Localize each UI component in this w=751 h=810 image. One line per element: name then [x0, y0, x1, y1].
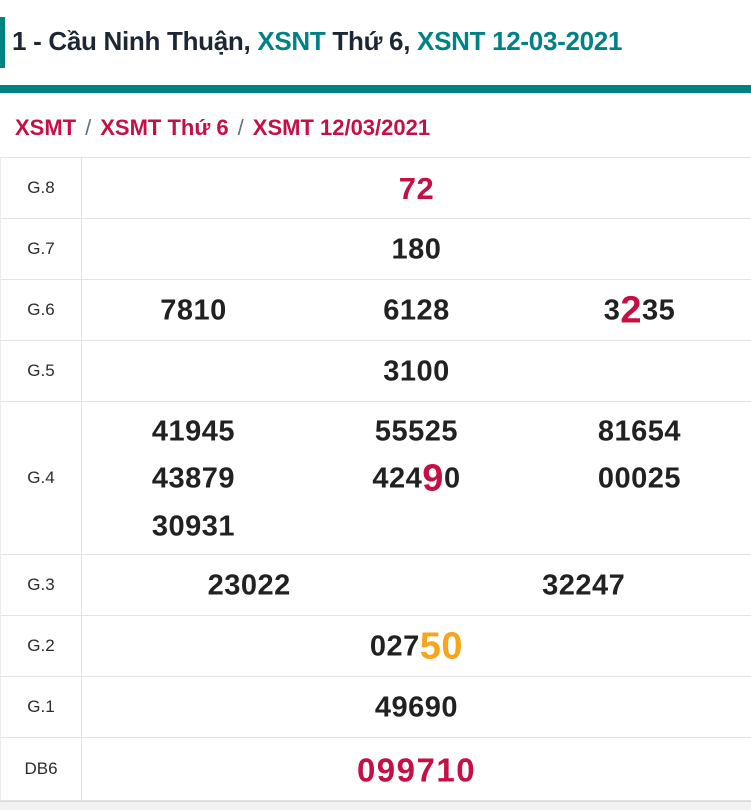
title-link[interactable]: XSNT	[257, 26, 325, 56]
prize-line: 02750	[82, 622, 751, 669]
prize-row-label: DB6	[1, 738, 82, 800]
prize-row-label: G.7	[1, 219, 82, 279]
prize-number: 180	[82, 225, 751, 272]
prize-row-g1: G.1 49690	[1, 677, 751, 738]
page-title: 1 - Cầu Ninh Thuận, XSNT Thứ 6, XSNT 12-…	[0, 17, 751, 67]
digits: 7810	[160, 295, 227, 327]
digits: 55525	[375, 415, 458, 447]
prize-number: 32247	[417, 561, 751, 608]
bottom-strip	[0, 801, 751, 810]
prize-row-content: 7810 6128 3235	[82, 280, 751, 340]
digits: 6128	[383, 295, 450, 327]
prize-number: 7810	[82, 286, 305, 333]
prize-number: 72	[82, 164, 751, 212]
prize-number: 41945	[82, 407, 305, 454]
prize-row-label: G.1	[1, 677, 82, 737]
prize-row-label: G.4	[1, 402, 82, 554]
breadcrumb-item[interactable]: XSMT	[15, 115, 76, 140]
prize-number: 3100	[82, 347, 751, 394]
prize-number: 43879	[82, 454, 305, 501]
digits: 23022	[208, 570, 291, 602]
breadcrumb-item[interactable]: XSMT Thứ 6	[100, 115, 228, 140]
digits: 30931	[152, 510, 235, 542]
prize-row-content: 49690	[82, 677, 751, 737]
prize-row-label: G.5	[1, 341, 82, 401]
breadcrumb-item[interactable]: XSMT 12/03/2021	[253, 115, 430, 140]
digits: 41945	[152, 415, 235, 447]
prize-row-g6: G.6 7810 6128 3235	[1, 280, 751, 341]
prize-line: 49690	[82, 683, 751, 730]
prize-row-content: 180	[82, 219, 751, 279]
prize-row-content: 23022 32247	[82, 555, 751, 615]
digits: 424	[372, 463, 422, 495]
prize-number: 6128	[305, 286, 528, 333]
digits: 81654	[598, 415, 681, 447]
title-link[interactable]: XSNT 12-03-2021	[417, 26, 622, 56]
digits: 49690	[375, 692, 458, 724]
prize-row-label: G.3	[1, 555, 82, 615]
prize-number: 00025	[528, 454, 751, 501]
digits: 0	[444, 463, 461, 495]
prize-number: 30931	[82, 502, 305, 549]
highlighted-digits: 50	[420, 626, 463, 668]
prize-number: 02750	[82, 622, 751, 669]
breadcrumb-separator: /	[238, 115, 244, 140]
page-header: 1 - Cầu Ninh Thuận, XSNT Thứ 6, XSNT 12-…	[0, 17, 751, 93]
prize-row-content: 72	[82, 158, 751, 218]
prize-row-content: 099710	[82, 738, 751, 800]
digits: 027	[370, 631, 420, 663]
prize-line: 099710	[82, 745, 751, 793]
digits: 32247	[542, 570, 625, 602]
digits: 43879	[152, 463, 235, 495]
prize-row-label: G.8	[1, 158, 82, 218]
breadcrumb-separator: /	[85, 115, 91, 140]
prize-number: 42490	[305, 454, 528, 501]
highlighted-digits: 9	[422, 458, 444, 500]
title-text: Thứ 6,	[326, 26, 418, 56]
prize-number: 23022	[82, 561, 417, 608]
prize-number: 3235	[528, 286, 751, 333]
prize-line: 72	[82, 164, 751, 212]
prize-row-g3: G.3 23022 32247	[1, 555, 751, 616]
highlighted-digits: 099710	[357, 751, 476, 788]
prize-row-label: G.6	[1, 280, 82, 340]
prize-line: 41945 55525 81654	[82, 407, 751, 454]
prize-row-content: 41945 55525 81654 43879 42490 00025 30931	[82, 402, 751, 554]
highlighted-digits: 2	[620, 290, 642, 332]
header-divider-bar	[0, 85, 751, 93]
digits: 180	[392, 234, 442, 266]
prize-line: 3100	[82, 347, 751, 394]
prize-line: 30931	[82, 502, 751, 549]
prize-line: 43879 42490 00025	[82, 454, 751, 501]
title-text: 1 - Cầu Ninh Thuận,	[12, 26, 257, 56]
prize-row-g4: G.4 41945 55525 81654 43879 42490 00025 30931	[1, 402, 751, 555]
digits: 3100	[383, 356, 450, 388]
prize-number: 55525	[305, 407, 528, 454]
prize-row-label: G.2	[1, 616, 82, 676]
digits: 00025	[598, 463, 681, 495]
prize-line: 180	[82, 225, 751, 272]
prize-row-db6: DB6 099710	[1, 738, 751, 801]
highlighted-digits: 72	[399, 171, 434, 206]
prize-row-g5: G.5 3100	[1, 341, 751, 402]
prize-row-g7: G.7 180	[1, 219, 751, 280]
prize-row-g8: G.8 72	[1, 158, 751, 219]
prize-number: 81654	[528, 407, 751, 454]
prize-number: 49690	[82, 683, 751, 730]
prize-line: 7810 6128 3235	[82, 286, 751, 333]
prize-line: 23022 32247	[82, 561, 751, 608]
lottery-results-page: 1 - Cầu Ninh Thuận, XSNT Thứ 6, XSNT 12-…	[0, 17, 751, 810]
digits: 3	[604, 295, 621, 327]
prize-number: 099710	[82, 745, 751, 793]
breadcrumb: XSMT / XSMT Thứ 6 / XSMT 12/03/2021	[0, 93, 751, 157]
digits: 35	[642, 295, 675, 327]
prize-row-content: 02750	[82, 616, 751, 676]
prize-row-content: 3100	[82, 341, 751, 401]
